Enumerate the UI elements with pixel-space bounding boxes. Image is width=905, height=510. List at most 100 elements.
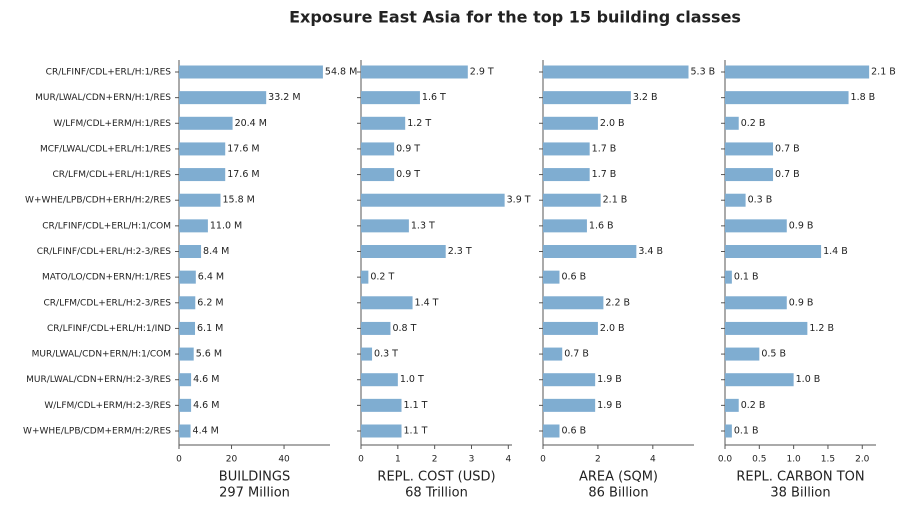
y-tick-label: W/LFM/CDL+ERM/H:1/RES <box>53 119 171 129</box>
bar <box>725 270 732 284</box>
x-tick-label: 0.0 <box>718 455 733 465</box>
value-label: 8.4 M <box>203 246 229 257</box>
bar <box>543 193 601 207</box>
x-tick-label: 2.0 <box>855 455 870 465</box>
value-label: 1.1 T <box>404 400 428 411</box>
y-tick-label: MCF/LWAL/CDL+ERL/H:1/RES <box>40 144 171 154</box>
y-tick-label: CR/LFM/CDL+ERL/H:2-3/RES <box>44 298 172 308</box>
bar <box>543 347 563 361</box>
value-label: 0.6 B <box>561 272 586 283</box>
bar <box>543 398 596 412</box>
bar <box>179 347 194 361</box>
x-tick-label: 4 <box>505 455 511 465</box>
value-label: 0.6 B <box>561 426 586 437</box>
x-axis-label: AREA (SQM) <box>579 470 658 485</box>
bar <box>179 373 192 387</box>
value-label: 4.6 M <box>193 374 219 385</box>
bar <box>361 219 409 233</box>
value-label: 2.1 B <box>871 67 896 78</box>
value-label: 4.4 M <box>193 426 219 437</box>
value-label: 1.0 B <box>796 374 821 385</box>
value-label: 5.3 B <box>691 67 716 78</box>
value-label: 1.4 T <box>415 297 439 308</box>
value-label: 0.9 B <box>789 297 814 308</box>
value-label: 1.7 B <box>592 143 617 154</box>
bar <box>543 373 596 387</box>
bar <box>361 398 402 412</box>
value-label: 2.0 B <box>600 118 625 129</box>
x-axis-label: REPL. COST (USD) <box>377 470 495 485</box>
bar <box>361 296 413 310</box>
value-label: 1.4 B <box>823 246 848 257</box>
value-label: 17.6 M <box>227 169 259 180</box>
value-label: 0.9 B <box>789 220 814 231</box>
value-label: 15.8 M <box>222 195 254 206</box>
value-label: 1.0 T <box>400 374 424 385</box>
x-axis-label: BUILDINGS <box>219 470 290 485</box>
bar <box>179 219 208 233</box>
bar <box>179 245 202 258</box>
y-tick-label: CR/LFINF/CDL+ERL/H:2-3/RES <box>37 247 172 257</box>
bar <box>179 91 267 105</box>
y-tick-label: CR/LFM/CDL+ERL/H:1/RES <box>52 170 171 180</box>
x-tick-label: 40 <box>278 455 290 465</box>
value-label: 0.7 B <box>564 349 589 360</box>
bar <box>361 347 373 361</box>
value-label: 3.2 B <box>633 92 658 103</box>
bar <box>361 245 446 258</box>
bar <box>179 398 192 412</box>
value-label: 1.2 T <box>407 118 431 129</box>
bar <box>725 296 787 310</box>
bar <box>543 321 598 335</box>
x-tick-label: 1.5 <box>821 455 835 465</box>
value-label: 4.6 M <box>193 400 219 411</box>
bar <box>725 116 739 130</box>
value-label: 0.2 B <box>741 118 766 129</box>
bar <box>543 270 560 284</box>
x-tick-label: 0 <box>540 455 546 465</box>
value-label: 6.2 M <box>197 297 223 308</box>
value-label: 2.0 B <box>600 323 625 334</box>
bar <box>361 65 468 79</box>
bar <box>179 296 196 310</box>
x-tick-label: 0 <box>358 455 364 465</box>
x-tick-label: 0.5 <box>752 455 766 465</box>
value-label: 2.1 B <box>603 195 628 206</box>
x-tick-label: 4 <box>650 455 656 465</box>
bar <box>725 219 787 233</box>
value-label: 0.2 T <box>370 272 394 283</box>
bar <box>543 65 689 79</box>
bar <box>725 142 774 156</box>
value-label: 1.3 T <box>411 220 435 231</box>
x-tick-label: 1.0 <box>786 455 801 465</box>
bar <box>179 116 233 130</box>
bar <box>179 424 191 438</box>
bar <box>179 142 226 156</box>
x-axis-total: 38 Billion <box>770 486 830 501</box>
value-label: 3.4 B <box>638 246 663 257</box>
x-axis-total: 68 Trillion <box>405 486 468 501</box>
x-tick-label: 0 <box>176 455 182 465</box>
value-label: 0.3 B <box>748 195 773 206</box>
y-tick-label: W/LFM/CDL+ERM/H:2-3/RES <box>44 401 171 411</box>
bar <box>179 321 196 335</box>
x-tick-label: 20 <box>226 455 238 465</box>
x-axis-total: 297 Million <box>219 486 290 501</box>
bar <box>361 142 395 156</box>
y-tick-label: CR/LFINF/CDL+ERL/H:1/COM <box>42 221 171 231</box>
value-label: 0.7 B <box>775 143 800 154</box>
value-label: 0.1 B <box>734 426 759 437</box>
value-label: 1.9 B <box>597 400 622 411</box>
bar <box>725 65 870 79</box>
value-label: 11.0 M <box>210 220 242 231</box>
value-label: 0.3 T <box>374 349 398 360</box>
value-label: 0.9 T <box>396 169 420 180</box>
bar <box>725 193 746 207</box>
x-axis-label: REPL. CARBON TON <box>736 470 864 485</box>
bar <box>543 424 560 438</box>
y-tick-label: CR/LFINF/CDL+ERL/H:1/RES <box>46 68 172 78</box>
value-label: 1.1 T <box>404 426 428 437</box>
bar <box>725 398 739 412</box>
x-tick-label: 2 <box>595 455 601 465</box>
